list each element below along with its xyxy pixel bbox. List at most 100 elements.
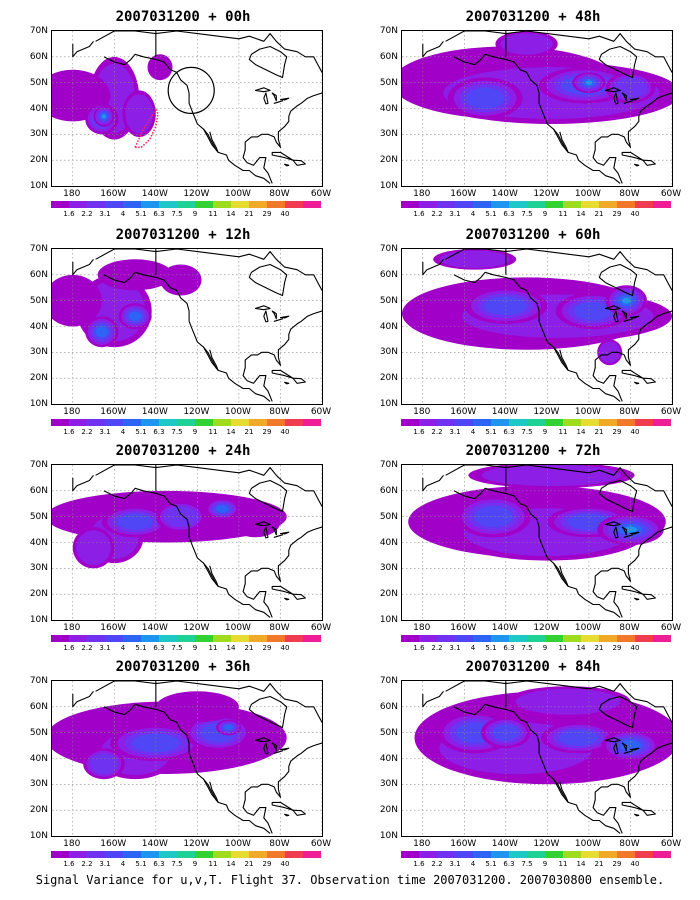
panel-title: 2007031200 + 24h — [115, 443, 251, 459]
colorbar-label: 2.2 — [431, 428, 443, 436]
coastline — [284, 813, 290, 817]
coastline — [271, 801, 294, 811]
lon-tick-label: 180 — [63, 623, 81, 633]
colorbar-swatch — [617, 851, 635, 858]
lat-tick-label: 60N — [29, 485, 48, 496]
map-frame — [401, 248, 673, 405]
lat-tick-label: 30N — [29, 563, 48, 574]
coastline — [271, 310, 277, 320]
lat-tick-label: 30N — [379, 129, 398, 140]
colorbar-swatch — [419, 635, 437, 642]
colorbar — [51, 851, 321, 858]
lon-tick-label: 120W — [183, 839, 210, 849]
colorbar-label: 7.5 — [521, 210, 533, 218]
variance-map — [402, 465, 672, 620]
colorbar-swatch — [141, 635, 159, 642]
colorbar-label: 1.6 — [413, 210, 425, 218]
colorbar-label: 14 — [226, 210, 236, 218]
lat-tick-label: 70N — [379, 460, 398, 470]
coastline — [273, 318, 284, 322]
lon-tick-label: 60W — [660, 839, 682, 849]
colorbar-swatch — [491, 201, 509, 208]
colorbar-swatch — [123, 635, 141, 642]
map-panel: 2007031200 + 60h 70N 60N 50N 40N 30N 20N 10N 180… — [368, 226, 698, 441]
coastline — [72, 474, 94, 492]
colorbar-label: 14 — [576, 860, 586, 868]
colorbar-swatch — [473, 419, 491, 426]
lat-tick-label: 10N — [29, 831, 48, 841]
colorbar-swatch — [509, 419, 527, 426]
colorbar-label: 1.6 — [413, 428, 425, 436]
colorbar-label: 3.1 — [99, 644, 111, 652]
coastline — [634, 597, 640, 601]
colorbar-label: 11 — [558, 860, 568, 868]
coastline — [629, 97, 640, 101]
lon-tick-label: 80W — [619, 623, 640, 633]
colorbar-label: 21 — [594, 210, 604, 218]
colorbar-swatch — [599, 851, 617, 858]
colorbar-label: 29 — [612, 860, 622, 868]
colorbar-swatch — [303, 201, 321, 208]
colorbar-swatch — [581, 201, 599, 208]
colorbar-swatch — [213, 419, 231, 426]
lon-tick-label: 120W — [183, 407, 210, 417]
colorbar-swatch — [527, 201, 545, 208]
panel-title: 2007031200 + 36h — [115, 659, 251, 675]
colorbar-label: 7.5 — [521, 644, 533, 652]
coastline — [445, 681, 672, 834]
colorbar-swatch — [563, 201, 581, 208]
coastline — [445, 249, 672, 402]
coastline — [292, 809, 306, 816]
variance-contour — [481, 465, 622, 487]
lat-tick-label: 60N — [29, 51, 48, 62]
coastline — [254, 87, 271, 93]
colorbar-label: 4 — [470, 428, 476, 436]
coastline — [642, 809, 656, 816]
variance-contour — [492, 724, 519, 741]
variance-contour — [117, 513, 153, 530]
lon-tick-label: 140W — [141, 839, 168, 849]
variance-contour — [439, 250, 510, 268]
lat-tick-label: 10N — [29, 399, 48, 409]
colorbar-swatch — [69, 635, 87, 642]
coastline — [598, 695, 638, 729]
colorbar-swatch — [455, 201, 473, 208]
lon-tick-label: 60W — [310, 623, 332, 633]
colorbar-label: 21 — [594, 860, 604, 868]
colorbar-label: 29 — [262, 860, 272, 868]
variance-contour — [125, 94, 154, 134]
colorbar-swatch — [545, 419, 563, 426]
colorbar-label: 1.6 — [63, 428, 75, 436]
colorbar-swatch — [473, 201, 491, 208]
lat-tick-label: 10N — [29, 181, 48, 191]
colorbar-label: 11 — [558, 428, 568, 436]
map-panel: 2007031200 + 00h 70N 60N 50N 40N 30N 20N 10N 180… — [18, 8, 348, 223]
map-frame — [51, 680, 323, 837]
colorbar-label: 14 — [226, 428, 236, 436]
coastline — [621, 526, 627, 536]
coastline — [203, 128, 219, 153]
colorbar-label: 6.3 — [503, 644, 515, 652]
colorbar-swatch — [303, 851, 321, 858]
panel-title: 2007031200 + 12h — [115, 227, 251, 243]
variance-contour — [89, 753, 118, 775]
lat-tick-label: 30N — [29, 347, 48, 358]
colorbar-swatch — [401, 419, 419, 426]
map-frame — [401, 680, 673, 837]
map-panel: 2007031200 + 12h 70N 60N 50N 40N 30N 20N 10N 180… — [18, 226, 348, 441]
lon-tick-label: 160W — [100, 839, 127, 849]
lat-tick-label: 20N — [379, 155, 398, 166]
colorbar-swatch — [105, 201, 123, 208]
colorbar-swatch — [195, 201, 213, 208]
map-frame — [51, 464, 323, 621]
lon-tick-label: 160W — [100, 623, 127, 633]
colorbar-swatch — [105, 635, 123, 642]
coastline — [271, 742, 277, 752]
lon-tick-label: 140W — [141, 407, 168, 417]
lat-tick-label: 50N — [29, 295, 48, 306]
lon-tick-label: 160W — [450, 189, 477, 199]
coastline — [292, 593, 306, 600]
lon-tick-label: 180 — [413, 839, 431, 849]
lat-tick-label: 40N — [379, 537, 398, 548]
lat-tick-label: 70N — [379, 26, 398, 36]
